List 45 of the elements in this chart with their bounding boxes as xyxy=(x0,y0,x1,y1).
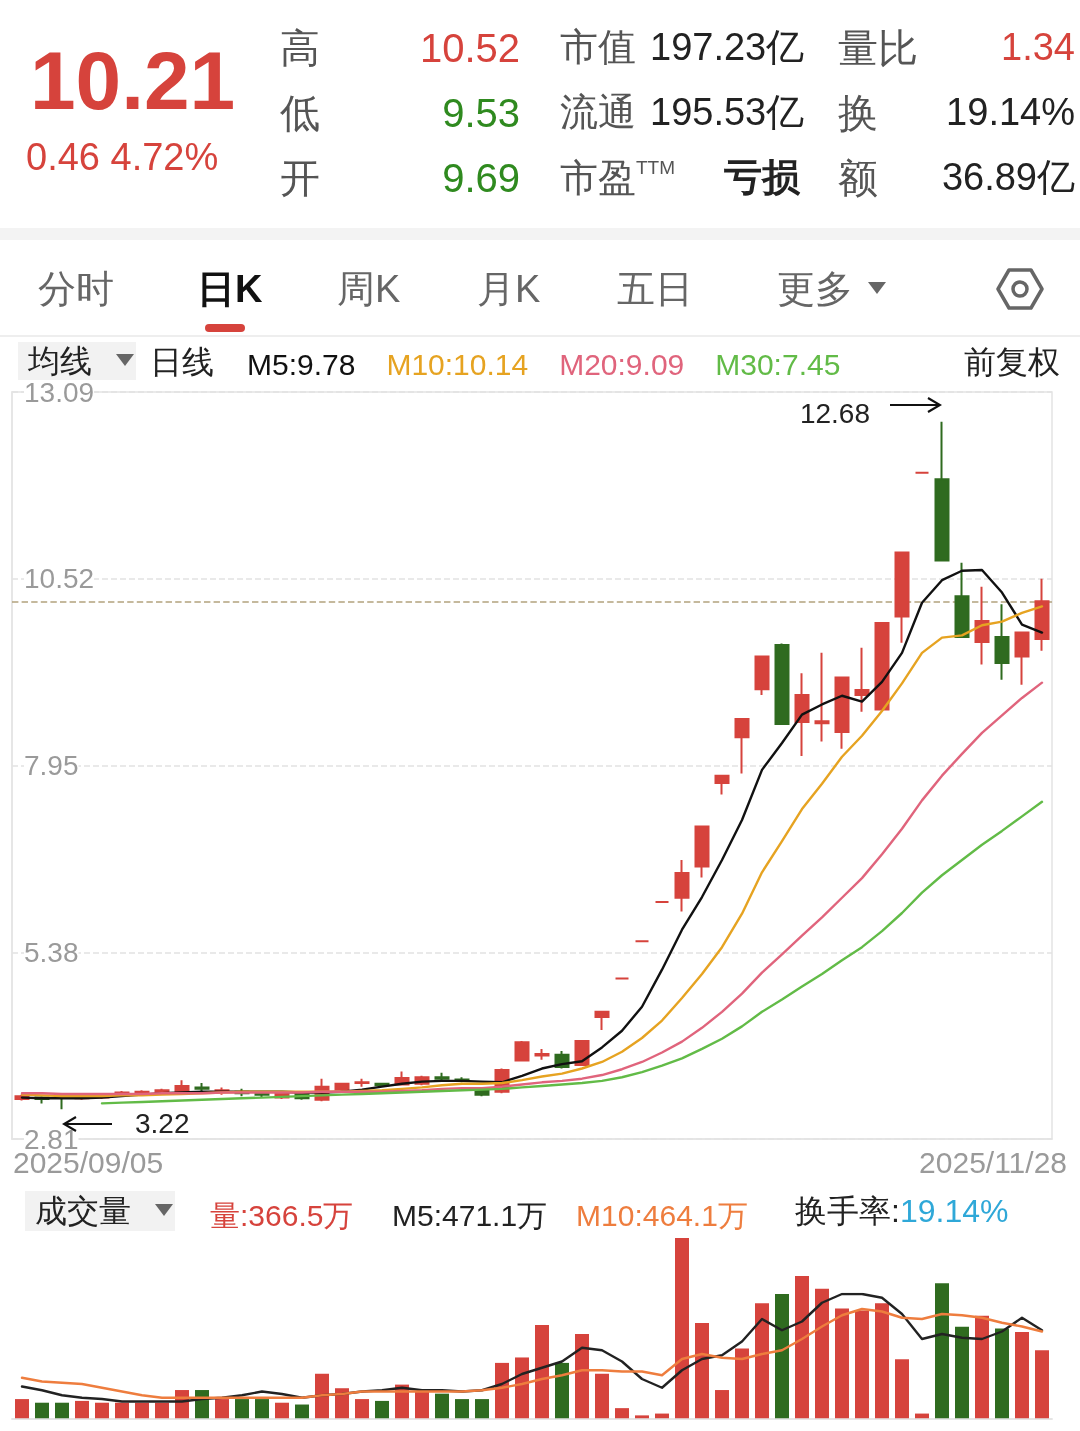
text: 0.46 4.72% xyxy=(26,136,219,178)
text: 成交量 xyxy=(25,1191,175,1231)
text: 10.52 xyxy=(419,26,520,70)
text: 换 xyxy=(838,91,878,135)
text: 2025/11/28 xyxy=(919,1146,1067,1179)
text: 换手率:19.14% xyxy=(795,1193,1009,1229)
text: 月K xyxy=(477,268,541,310)
y-tick-label: 7.95 xyxy=(24,750,79,781)
text: 197.23亿 xyxy=(650,26,805,68)
text: 市值 xyxy=(560,26,636,68)
annotation: 12.68 xyxy=(799,398,870,429)
text: 9.53 xyxy=(442,91,520,135)
y-tick-label: 13.09 xyxy=(24,376,95,408)
text: 195.53亿 xyxy=(650,91,805,133)
text: 亏损 xyxy=(724,156,800,198)
text: 额 xyxy=(838,156,878,200)
text: 前复权 xyxy=(964,344,1060,380)
annotation: 3.22 xyxy=(135,1108,190,1139)
text: 日线 xyxy=(150,344,214,380)
text: 分时 xyxy=(38,268,114,310)
text: 日K xyxy=(197,268,263,310)
text: M30:7.45 xyxy=(715,347,841,381)
text: 更多 xyxy=(777,268,853,310)
text: 周K xyxy=(337,268,401,310)
y-tick-label: 10.52 xyxy=(24,563,95,595)
y-tick-label: 5.38 xyxy=(24,936,79,968)
text: 19.14% xyxy=(946,91,1075,133)
text: 低 xyxy=(280,91,320,135)
text: M5:471.1万 xyxy=(392,1198,548,1232)
text: 9.69 xyxy=(442,156,520,200)
text: 10.21 xyxy=(30,35,236,126)
text: M10:464.1万 xyxy=(576,1198,748,1232)
text: 开 xyxy=(280,156,320,200)
text: 高 xyxy=(280,26,320,70)
text: 量比 xyxy=(838,26,918,70)
text: 量:366.5万 xyxy=(210,1198,354,1232)
text: 36.89亿 xyxy=(941,156,1075,198)
text: 均线 xyxy=(18,342,136,380)
text: M20:9.09 xyxy=(559,347,685,381)
text: M10:10.14 xyxy=(386,347,529,381)
text: 市盈$^{TTM}$ xyxy=(560,157,676,200)
text: 五日 xyxy=(617,268,693,310)
text: 流通 xyxy=(560,91,636,133)
text: 1.34 xyxy=(1001,26,1075,68)
text: M5:9.78 xyxy=(247,347,356,381)
